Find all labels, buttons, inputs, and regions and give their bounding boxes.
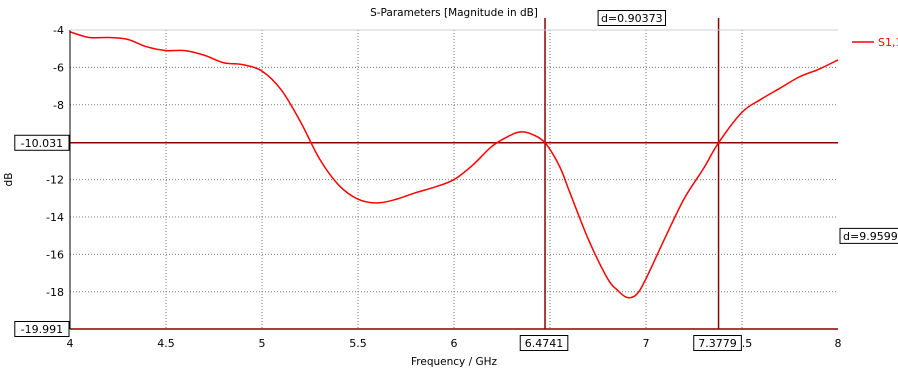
delta-y-label-box	[839, 227, 898, 244]
delta-y-label: d=9.9599	[839, 227, 898, 244]
x-tick-label: 4.5	[157, 337, 175, 350]
legend: S1,1	[852, 36, 898, 49]
x-marker-label: 6.4741	[519, 335, 569, 351]
x-marker-label-text: 6.4741	[525, 337, 564, 350]
x-tick-label: 8	[835, 337, 842, 350]
y-marker-label: -19.991	[14, 321, 70, 337]
x-tick-label: 5.5	[349, 337, 367, 350]
x-tick-label: .5	[742, 337, 753, 350]
axis-labels: 4 4.5 5 5.5 6 7 8 .5 -4 -6 -8 -12 -14 -16 -18 S-Paramet…	[3, 7, 842, 368]
x-tick-label: 4	[67, 337, 74, 350]
delta-x-label-text: d=0.90373	[601, 12, 663, 25]
y-marker-label: -10.031	[14, 134, 70, 151]
x-marker-label-box	[693, 335, 742, 351]
marker-labels: -10.031 -19.991 6.4741 7.3779 d=0.90373 d=9.9…	[14, 10, 898, 351]
y-tick-label: -4	[53, 24, 64, 37]
x-marker-label: 7.3779	[693, 335, 742, 351]
y-tick-label: -6	[53, 61, 64, 74]
x-marker-label-box	[519, 335, 569, 351]
y-tick-label: -16	[46, 248, 64, 261]
marker-lines	[70, 18, 838, 330]
series-line-s1-1	[69, 31, 839, 299]
y-marker-label-box	[14, 321, 70, 337]
delta-y-label-text: d=9.9599	[843, 230, 898, 243]
y-tick-label: -14	[46, 211, 64, 224]
series-group	[69, 31, 839, 299]
y-marker-label-text: -19.991	[21, 323, 63, 336]
y-marker-label-box	[14, 134, 70, 151]
grid	[70, 30, 838, 329]
y-tick-label: -12	[46, 174, 64, 187]
y-tick-label: -8	[53, 99, 64, 112]
y-marker-label-text: -10.031	[21, 137, 63, 150]
delta-x-label-box	[597, 10, 666, 26]
delta-x-label: d=0.90373	[597, 10, 666, 26]
chart-title: S-Parameters [Magnitude in dB]	[370, 7, 538, 19]
legend-label: S1,1	[878, 36, 898, 49]
x-tick-label: 6	[451, 337, 458, 350]
x-tick-label: 7	[643, 337, 650, 350]
y-axis-title: dB	[3, 173, 15, 187]
y-tick-label: -18	[46, 286, 64, 299]
x-tick-label: 5	[259, 337, 266, 350]
axes	[69, 29, 838, 329]
x-marker-label-text: 7.3779	[698, 337, 737, 350]
x-axis-title: Frequency / GHz	[411, 356, 497, 368]
